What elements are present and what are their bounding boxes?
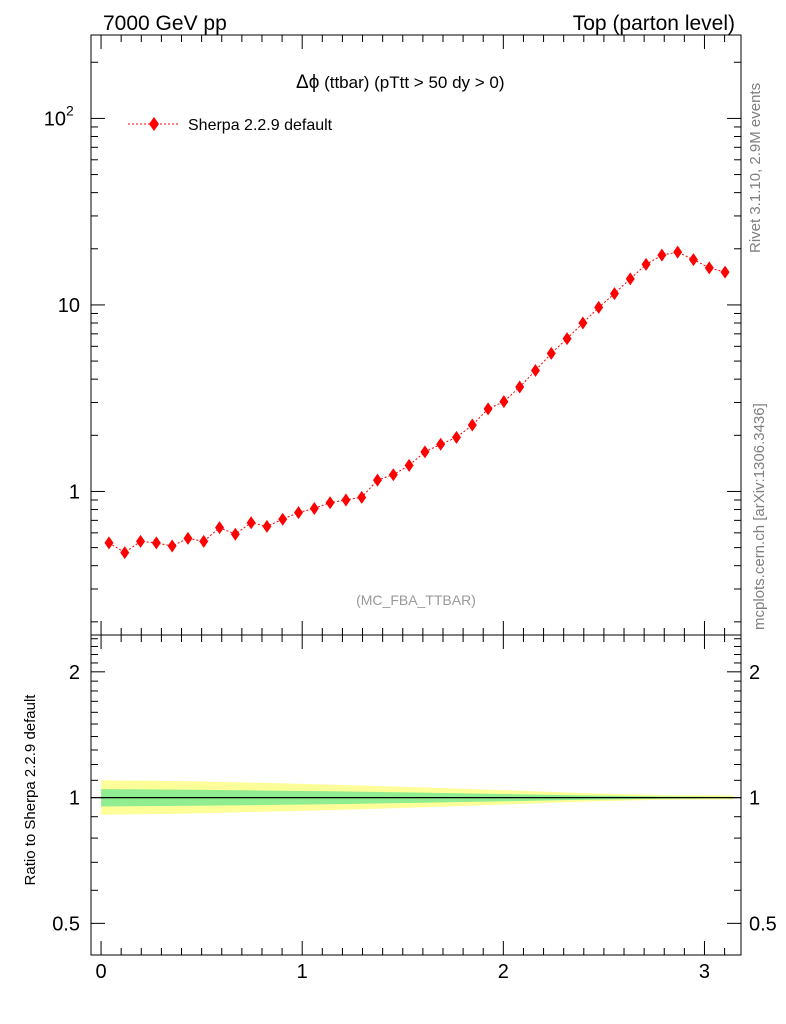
main-y-tick-label: 10: [58, 295, 80, 317]
ratio-y-tick-label-right: 0.5: [749, 913, 777, 935]
data-point: [199, 534, 209, 548]
ratio-tick-labels: 0.5 0.5 1 1 2 2 0 1 2 3: [52, 662, 777, 983]
mcplots-label: mcplots.cern.ch [arXiv:1306.3436]: [751, 403, 768, 630]
data-point: [641, 257, 651, 271]
main-axis-ticks: [91, 35, 741, 635]
data-point: [309, 502, 319, 516]
ratio-y-tick-label-right: 2: [749, 662, 760, 684]
rivet-label: Rivet 3.1.10, 2.9M events: [747, 83, 764, 253]
ratio-axis-ticks: [91, 635, 741, 955]
data-point: [341, 493, 351, 507]
main-y-tick-label: 1: [69, 481, 80, 503]
data-point: [357, 490, 367, 504]
ratio-y-tick-label: 0.5: [52, 913, 80, 935]
data-point: [215, 521, 225, 535]
data-point: [467, 418, 477, 432]
ratio-y-tick-label-right: 1: [749, 788, 760, 810]
data-point: [720, 265, 730, 279]
data-point: [373, 473, 383, 487]
data-point: [167, 539, 177, 553]
data-point: [546, 346, 556, 360]
main-y-tick-label: 10: [44, 108, 66, 130]
data-point: [530, 364, 540, 378]
data-point: [262, 519, 272, 533]
x-tick-label: 0: [95, 961, 106, 983]
data-point: [578, 316, 588, 330]
x-tick-label: 1: [297, 961, 308, 983]
data-point: [230, 527, 240, 541]
header-right: Top (parton level): [573, 12, 735, 35]
data-point: [120, 546, 130, 560]
data-point: [104, 536, 114, 550]
data-point: [515, 380, 525, 394]
ratio-frame: [90, 634, 742, 956]
data-point: [451, 430, 461, 444]
data-point: [388, 468, 398, 482]
data-point: [420, 445, 430, 459]
data-point: [673, 245, 683, 259]
data-point: [562, 332, 572, 346]
analysis-tag: (MC_FBA_TTBAR): [356, 592, 476, 608]
data-point: [278, 512, 288, 526]
data-point: [151, 536, 161, 550]
series-line: [108, 251, 726, 554]
data-point: [325, 496, 335, 510]
data-point: [436, 437, 446, 451]
x-tick-label: 2: [498, 961, 509, 983]
data-point: [483, 402, 493, 416]
data-point: [294, 506, 304, 520]
data-point: [625, 272, 635, 286]
ratio-y-tick-label: 1: [69, 788, 80, 810]
data-point: [704, 261, 714, 275]
legend-label: Sherpa 2.2.9 default: [188, 117, 333, 134]
main-y-tick-label-exponent: 2: [66, 102, 74, 118]
legend: Sherpa 2.2.9 default: [128, 117, 333, 134]
series-group: [104, 245, 730, 560]
header-left: 7000 GeV pp: [103, 12, 227, 35]
ratio-panel: 0.5 0.5 1 1 2 2 0 1 2 3 Ratio to Sherpa 2.2.9 def…: [22, 634, 777, 983]
data-point: [183, 531, 193, 545]
title-symbol: Δϕ: [296, 72, 319, 93]
data-point: [609, 287, 619, 301]
data-point: [688, 253, 698, 267]
data-point: [404, 458, 414, 472]
data-point: [246, 516, 256, 530]
ratio-y-axis-label: Ratio to Sherpa 2.2.9 default: [22, 694, 39, 886]
data-point: [499, 395, 509, 409]
legend-marker: [149, 117, 159, 131]
chart-title: Δϕ (ttbar) (pTtt > 50 dy > 0): [296, 72, 505, 93]
x-tick-label: 3: [699, 961, 710, 983]
data-point: [136, 534, 146, 548]
ratio-y-tick-label: 2: [69, 662, 80, 684]
title-rest: (ttbar) (pTtt > 50 dy > 0): [319, 73, 504, 92]
data-point: [594, 300, 604, 314]
data-point: [657, 248, 667, 262]
